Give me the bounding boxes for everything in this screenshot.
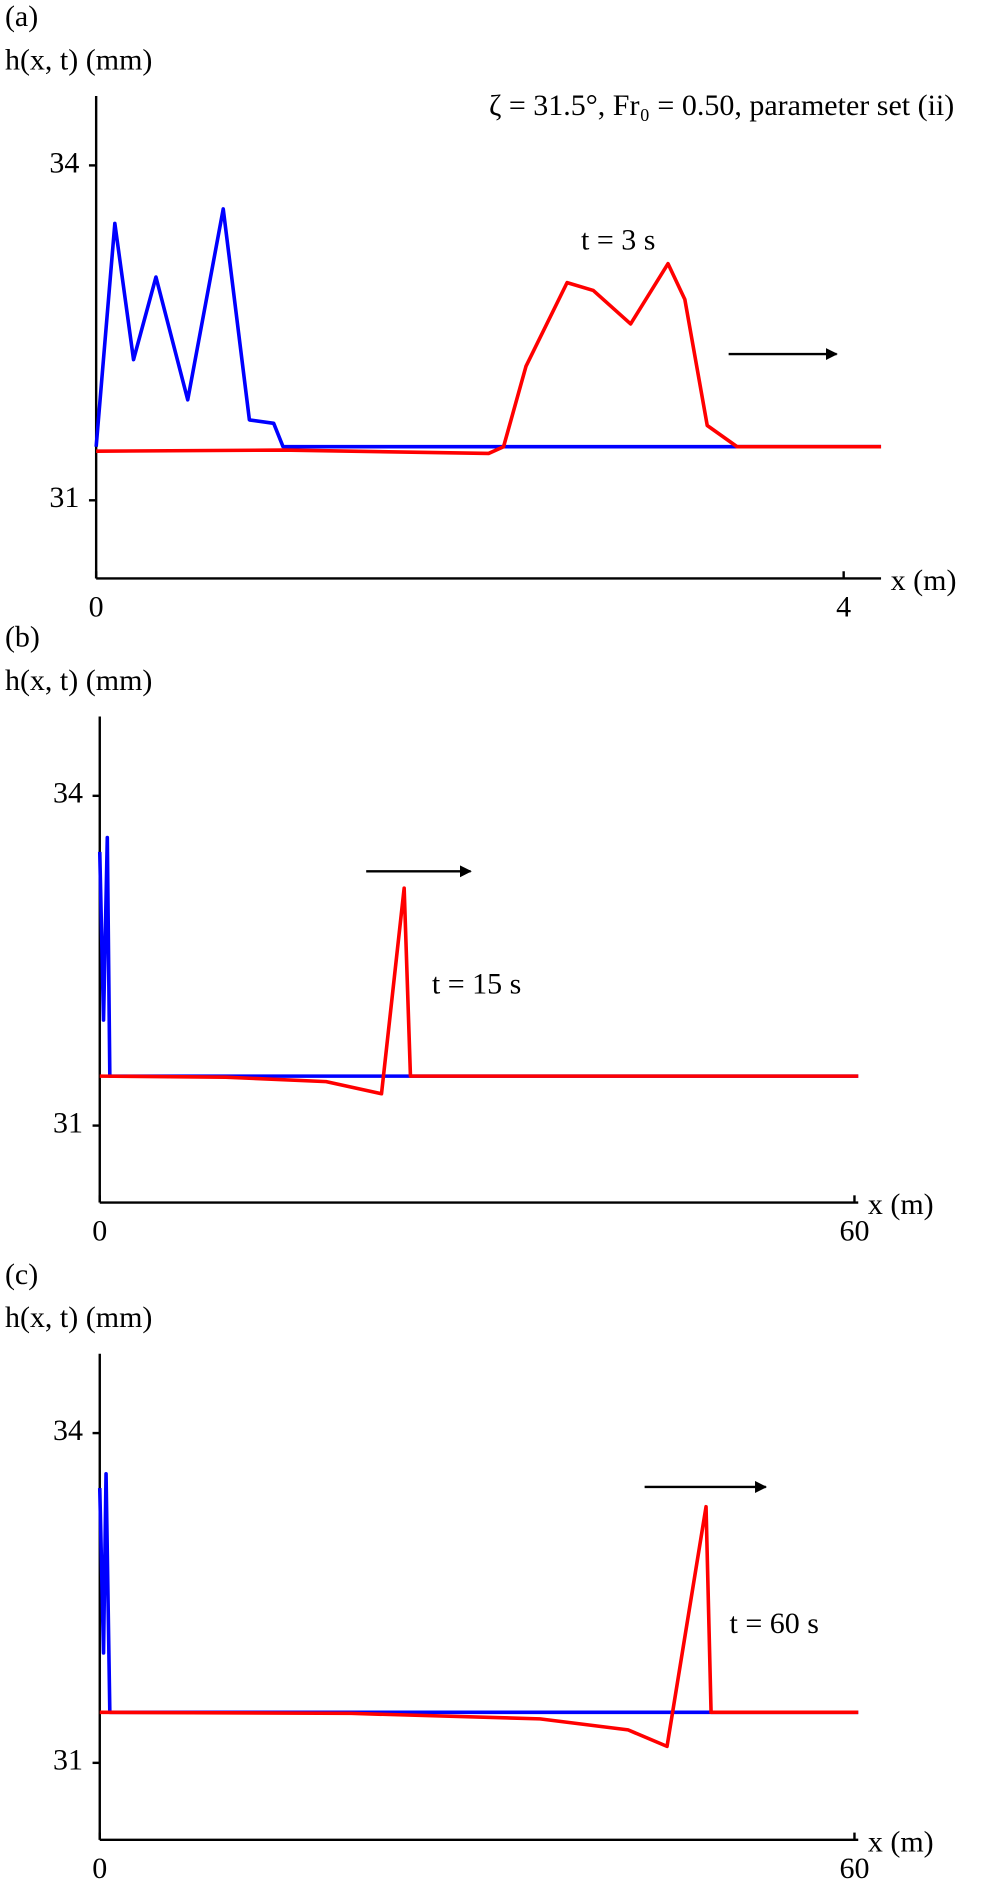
x-axis-label: x (m) — [868, 1188, 934, 1221]
annotation: t = 60 s — [730, 1607, 819, 1640]
x-tick-label: 60 — [839, 1215, 869, 1248]
y-tick-label: 31 — [53, 1106, 83, 1139]
y-axis-label: h(x, t) (mm) — [5, 1301, 152, 1334]
y-tick-label: 34 — [53, 777, 83, 810]
y-tick-label: 34 — [49, 146, 79, 179]
y-axis-label: h(x, t) (mm) — [5, 43, 152, 76]
data-line — [99, 1504, 859, 1749]
x-tick-label: 4 — [836, 591, 851, 624]
annotation: t = 15 s — [432, 967, 521, 1000]
x-tick-label: 0 — [92, 1852, 107, 1885]
y-tick-label: 31 — [53, 1744, 83, 1777]
x-axis-label: x (m) — [891, 564, 957, 597]
x-axis-label: x (m) — [868, 1825, 934, 1858]
chart-title: ζ = 31.5°, Fr₀ = 0.50, parameter set (ii… — [489, 89, 954, 122]
x-tick-label: 60 — [839, 1852, 869, 1885]
panel-label: (c) — [5, 1258, 38, 1291]
panel-label: (b) — [5, 621, 40, 654]
y-tick-label: 34 — [53, 1414, 83, 1447]
data-line — [94, 207, 882, 449]
panel-label: (a) — [5, 0, 38, 33]
y-tick-label: 31 — [49, 481, 79, 514]
data-line — [97, 1471, 859, 1715]
data-line — [99, 886, 859, 1096]
data-line — [96, 261, 882, 456]
x-tick-label: 0 — [92, 1215, 107, 1248]
x-tick-label: 0 — [89, 591, 104, 624]
y-axis-label: h(x, t) (mm) — [5, 664, 152, 697]
annotation: t = 3 s — [581, 223, 655, 256]
data-line — [97, 835, 859, 1078]
